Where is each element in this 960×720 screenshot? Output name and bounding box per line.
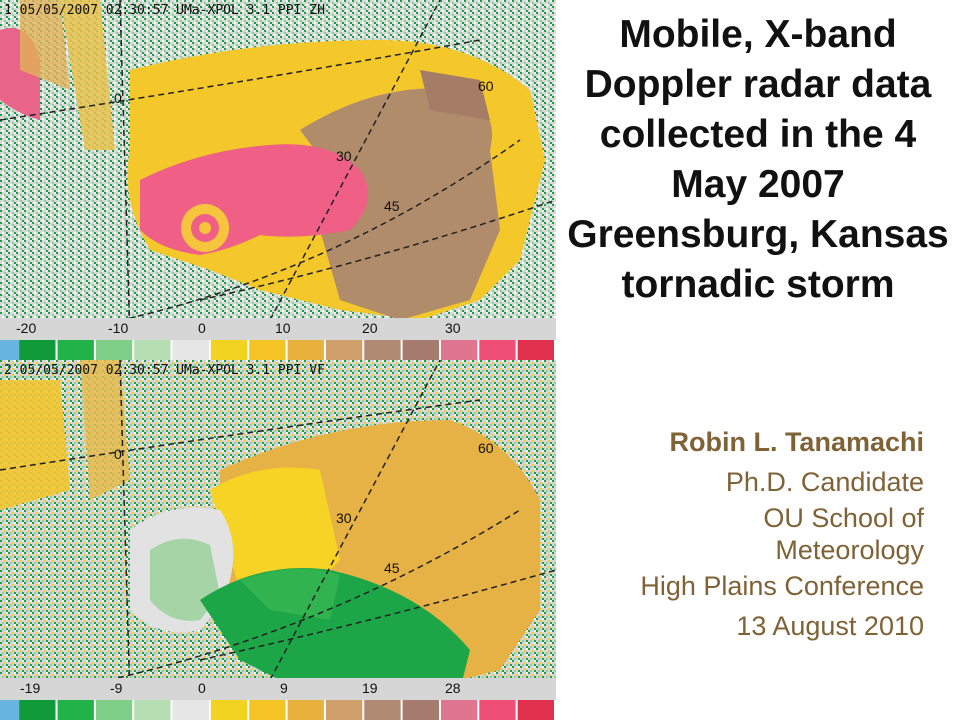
slide-title: Mobile, X-band Doppler radar data collec…	[567, 13, 949, 306]
panel-header: 2 05/05/2007 02:30:57 UMa-XPOL 3.1 PPI V…	[4, 363, 325, 378]
x-tick-label: 20	[362, 320, 378, 336]
range-label: 45	[384, 198, 400, 214]
colorbar-swatch	[19, 340, 56, 360]
colorbar-swatch	[134, 700, 171, 720]
x-tick-label: 10	[275, 320, 291, 336]
conference-name: High Plains Conference	[640, 571, 924, 601]
colorbar-swatch	[210, 340, 248, 360]
colorbar-swatch	[19, 700, 56, 720]
radar-panel-velocity: 2 05/05/2007 02:30:57 UMa-XPOL 3.1 PPI V…	[0, 360, 556, 720]
range-label: 0	[114, 90, 122, 106]
colorbar-swatch	[0, 340, 20, 360]
colorbar-swatch	[287, 340, 324, 360]
colorbar-swatch	[249, 700, 286, 720]
colorbar-swatch	[210, 700, 248, 720]
author-name: Robin L. Tanamachi	[669, 427, 924, 457]
colorbar-swatch	[517, 340, 554, 360]
colorbar-swatch	[517, 700, 554, 720]
colorbar-swatch	[440, 700, 478, 720]
range-label: 30	[336, 510, 352, 526]
x-tick-label: -19	[20, 680, 41, 696]
radar-image-velocity	[0, 360, 556, 720]
x-tick-label: 28	[445, 680, 461, 696]
author-affiliation-cont: Meteorology	[775, 535, 924, 565]
x-tick-label: -9	[110, 680, 123, 696]
panel-header: 1 05/05/2007 02:30:57 UMa-XPOL 3.1 PPI Z…	[4, 3, 325, 18]
x-tick-label: 0	[198, 320, 206, 336]
colorbar-swatch	[57, 340, 94, 360]
author-position: Ph.D. Candidate	[725, 467, 924, 497]
presentation-date: 13 August 2010	[736, 611, 924, 641]
author-affiliation: OU School of	[763, 503, 924, 533]
colorbar-swatch	[402, 340, 439, 360]
colorbar-swatch	[95, 340, 133, 360]
range-label: 30	[336, 148, 352, 164]
colorbar-swatch	[134, 340, 171, 360]
colorbar-swatch	[287, 700, 324, 720]
x-tick-label: 19	[362, 680, 378, 696]
colorbar-swatch	[95, 700, 133, 720]
colorbar-swatch	[325, 340, 363, 360]
radar-image-reflectivity	[0, 0, 556, 360]
colorbar-swatch	[249, 340, 286, 360]
colorbar-swatch	[402, 700, 439, 720]
radar-panel-reflectivity: 1 05/05/2007 02:30:57 UMa-XPOL 3.1 PPI Z…	[0, 0, 556, 360]
colorbar-reflectivity	[0, 340, 554, 360]
colorbar-swatch	[479, 340, 516, 360]
x-tick-label: -20	[16, 320, 37, 336]
x-tick-label: 9	[280, 680, 288, 696]
colorbar-swatch	[325, 700, 363, 720]
colorbar-swatch	[57, 700, 94, 720]
colorbar-swatch	[479, 700, 516, 720]
range-label: 45	[384, 560, 400, 576]
colorbar-swatch	[172, 700, 209, 720]
range-label: 0	[114, 446, 122, 462]
colorbar-swatch	[172, 340, 209, 360]
colorbar-swatch	[364, 700, 401, 720]
range-label: 60	[478, 78, 494, 94]
colorbar-swatch	[440, 340, 478, 360]
x-tick-label: -10	[108, 320, 129, 336]
author-block: Robin L. Tanamachi Ph.D. Candidate OU Sc…	[564, 422, 924, 646]
range-label: 60	[478, 440, 494, 456]
x-tick-label: 30	[445, 320, 461, 336]
colorbar-velocity	[0, 700, 554, 720]
colorbar-swatch	[364, 340, 401, 360]
x-tick-label: 0	[198, 680, 206, 696]
colorbar-swatch	[0, 700, 20, 720]
